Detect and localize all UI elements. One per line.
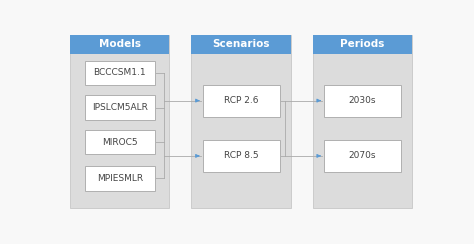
Text: IPSLCM5ALR: IPSLCM5ALR	[92, 103, 148, 112]
Bar	[70, 35, 170, 208]
Bar	[85, 166, 155, 191]
Bar	[70, 35, 170, 54]
Bar	[202, 140, 280, 172]
Bar	[191, 35, 291, 54]
Bar	[313, 35, 412, 54]
Text: Periods: Periods	[340, 39, 384, 49]
Bar	[313, 35, 412, 208]
Text: Models: Models	[99, 39, 141, 49]
Text: BCCCSM1.1: BCCCSM1.1	[93, 69, 146, 77]
Text: RCP 8.5: RCP 8.5	[224, 152, 258, 160]
Text: Scenarios: Scenarios	[212, 39, 270, 49]
Text: 2070s: 2070s	[348, 152, 376, 160]
Bar	[324, 85, 401, 117]
Text: MPIESMLR: MPIESMLR	[97, 174, 143, 183]
Bar	[324, 140, 401, 172]
Bar	[202, 85, 280, 117]
Bar	[85, 130, 155, 154]
Text: MIROC5: MIROC5	[102, 138, 137, 147]
Text: RCP 2.6: RCP 2.6	[224, 96, 258, 105]
Bar	[85, 61, 155, 85]
Bar	[85, 95, 155, 120]
Bar	[191, 35, 291, 208]
Text: 2030s: 2030s	[348, 96, 376, 105]
